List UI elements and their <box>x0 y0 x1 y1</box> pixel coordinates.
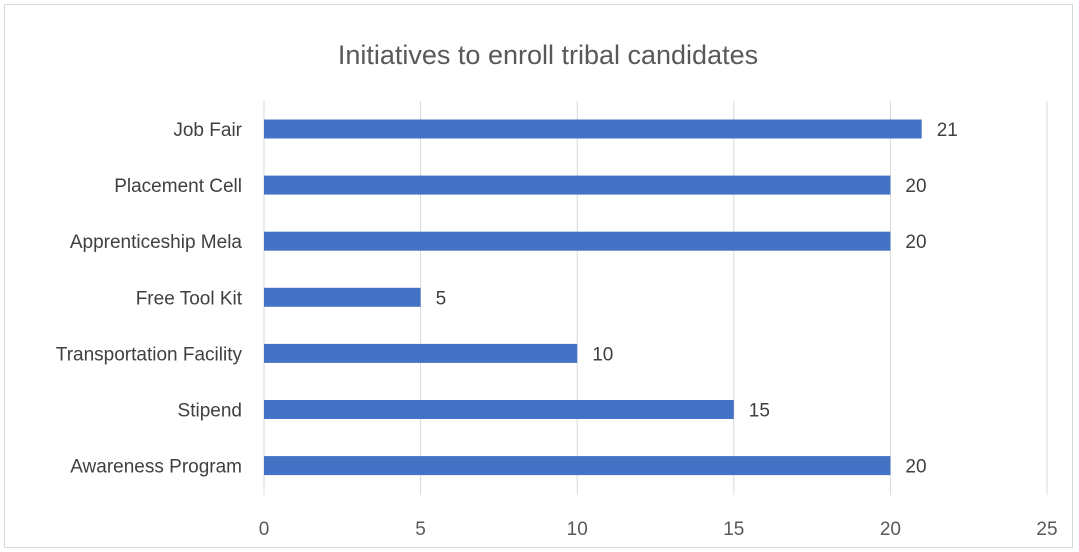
data-label: 15 <box>749 401 770 422</box>
data-label: 21 <box>937 120 958 141</box>
chart-title: Initiatives to enroll tribal candidates <box>338 40 758 70</box>
data-label: 5 <box>436 288 447 309</box>
bar <box>264 400 734 419</box>
data-labels: 21 20 20 5 10 15 20 <box>436 120 958 478</box>
data-label: 20 <box>905 232 926 253</box>
bar-chart: Initiatives to enroll tribal candidates … <box>56 40 1058 540</box>
bar <box>264 119 922 139</box>
bar-series <box>264 119 922 476</box>
y-category-label: Apprenticeship Mela <box>70 232 243 253</box>
x-tick-label: 10 <box>567 519 588 540</box>
x-tick-label: 0 <box>259 519 270 540</box>
data-label: 20 <box>905 457 926 478</box>
value-axis: 0 5 10 15 20 25 <box>259 519 1058 540</box>
data-label: 20 <box>905 176 926 197</box>
y-category-label: Awareness Program <box>70 457 242 478</box>
bar <box>264 287 421 307</box>
y-category-label: Stipend <box>178 401 242 422</box>
y-category-label: Job Fair <box>173 120 242 141</box>
bar <box>264 231 891 251</box>
bar <box>264 175 891 195</box>
x-tick-label: 15 <box>723 519 744 540</box>
category-axis: Job Fair Placement Cell Apprenticeship Mel… <box>56 120 243 478</box>
bar <box>264 343 578 363</box>
data-label: 10 <box>592 344 613 365</box>
x-tick-label: 20 <box>880 519 901 540</box>
y-category-label: Transportation Facility <box>56 344 243 365</box>
x-tick-label: 5 <box>415 519 426 540</box>
chart-area: Initiatives to enroll tribal candidates … <box>4 4 1073 548</box>
bar <box>264 456 891 476</box>
gridlines <box>263 101 1048 495</box>
x-tick-label: 25 <box>1036 519 1057 540</box>
y-category-label: Free Tool Kit <box>136 288 243 309</box>
y-category-label: Placement Cell <box>114 176 242 197</box>
